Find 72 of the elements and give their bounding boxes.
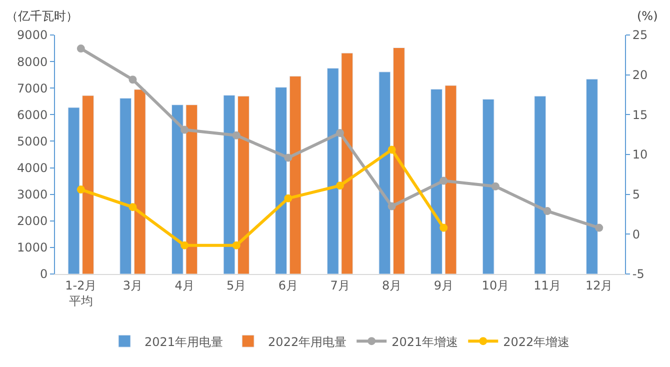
y-tick-label: 7000 [17,81,48,96]
bar [171,104,184,274]
bar [223,95,236,274]
y2-tick-label: -5 [632,267,644,282]
x-tick-label: 8月 [382,278,402,292]
x-tick-label: 1-2月平均 [65,278,97,308]
x-tick-label: 5月 [226,278,246,292]
point [440,224,448,232]
y2-tick-label: 25 [632,28,648,42]
bar [238,96,250,274]
point [388,146,396,154]
y-axis-title: （亿千瓦时） [6,9,78,23]
y2-tick-label: 0 [632,227,640,242]
point [180,241,189,250]
y-tick-label: 0 [40,267,48,282]
point [76,186,85,194]
point [388,202,396,210]
y-tick-label: 3000 [17,188,48,202]
bar [68,107,80,274]
bar [378,72,391,274]
y-tick-label: 6000 [17,108,48,122]
y-tick-label: 8000 [17,54,48,69]
bar [444,85,457,274]
legend-label: 2021年用电量 [144,334,224,349]
x-tick-label: 4月 [174,278,194,292]
bar [392,48,405,274]
point [595,224,604,232]
y2-tick-label: 15 [632,108,648,122]
bar [186,104,198,274]
point [180,126,189,134]
x-tick-label: 12月 [585,278,613,292]
bar [120,98,132,274]
bar [430,88,442,274]
point [543,207,552,216]
point [232,131,240,140]
point [76,44,85,53]
bar [326,68,339,274]
x-tick-label: 9月 [434,278,454,292]
x-tick-label: 6月 [278,278,298,292]
legend-label: 2022年用电量 [268,334,347,349]
x-tick-label: 10月 [482,278,510,292]
point [491,182,500,190]
point [232,241,240,250]
y-tick-label: 5000 [17,134,48,148]
bar [341,52,354,274]
bar [586,78,598,274]
bar [482,99,494,274]
bar [289,76,302,274]
point [440,176,448,185]
point [128,76,137,84]
y-tick-label: 9000 [17,28,48,42]
bar [82,95,94,274]
point [336,128,344,137]
y2-tick-label: 10 [632,148,648,162]
y2-tick-label: 20 [632,68,648,82]
legend-label: 2022年增速 [503,334,570,349]
y-tick-label: 2000 [17,214,48,228]
point [284,194,292,202]
y-tick-label: 1000 [17,240,48,255]
legend-label: 2021年增速 [392,334,458,349]
bar [134,89,146,274]
x-tick-label: 7月 [330,278,350,292]
y-tick-label: 4000 [17,160,48,175]
bar [534,96,546,274]
bar [275,87,288,274]
point [128,203,137,212]
point [284,154,292,162]
y2-axis-title: (%) [637,9,658,23]
point [336,182,344,190]
x-tick-label: 11月 [534,278,561,292]
x-tick-label: 3月 [122,278,143,292]
y2-tick-label: 5 [632,188,640,202]
